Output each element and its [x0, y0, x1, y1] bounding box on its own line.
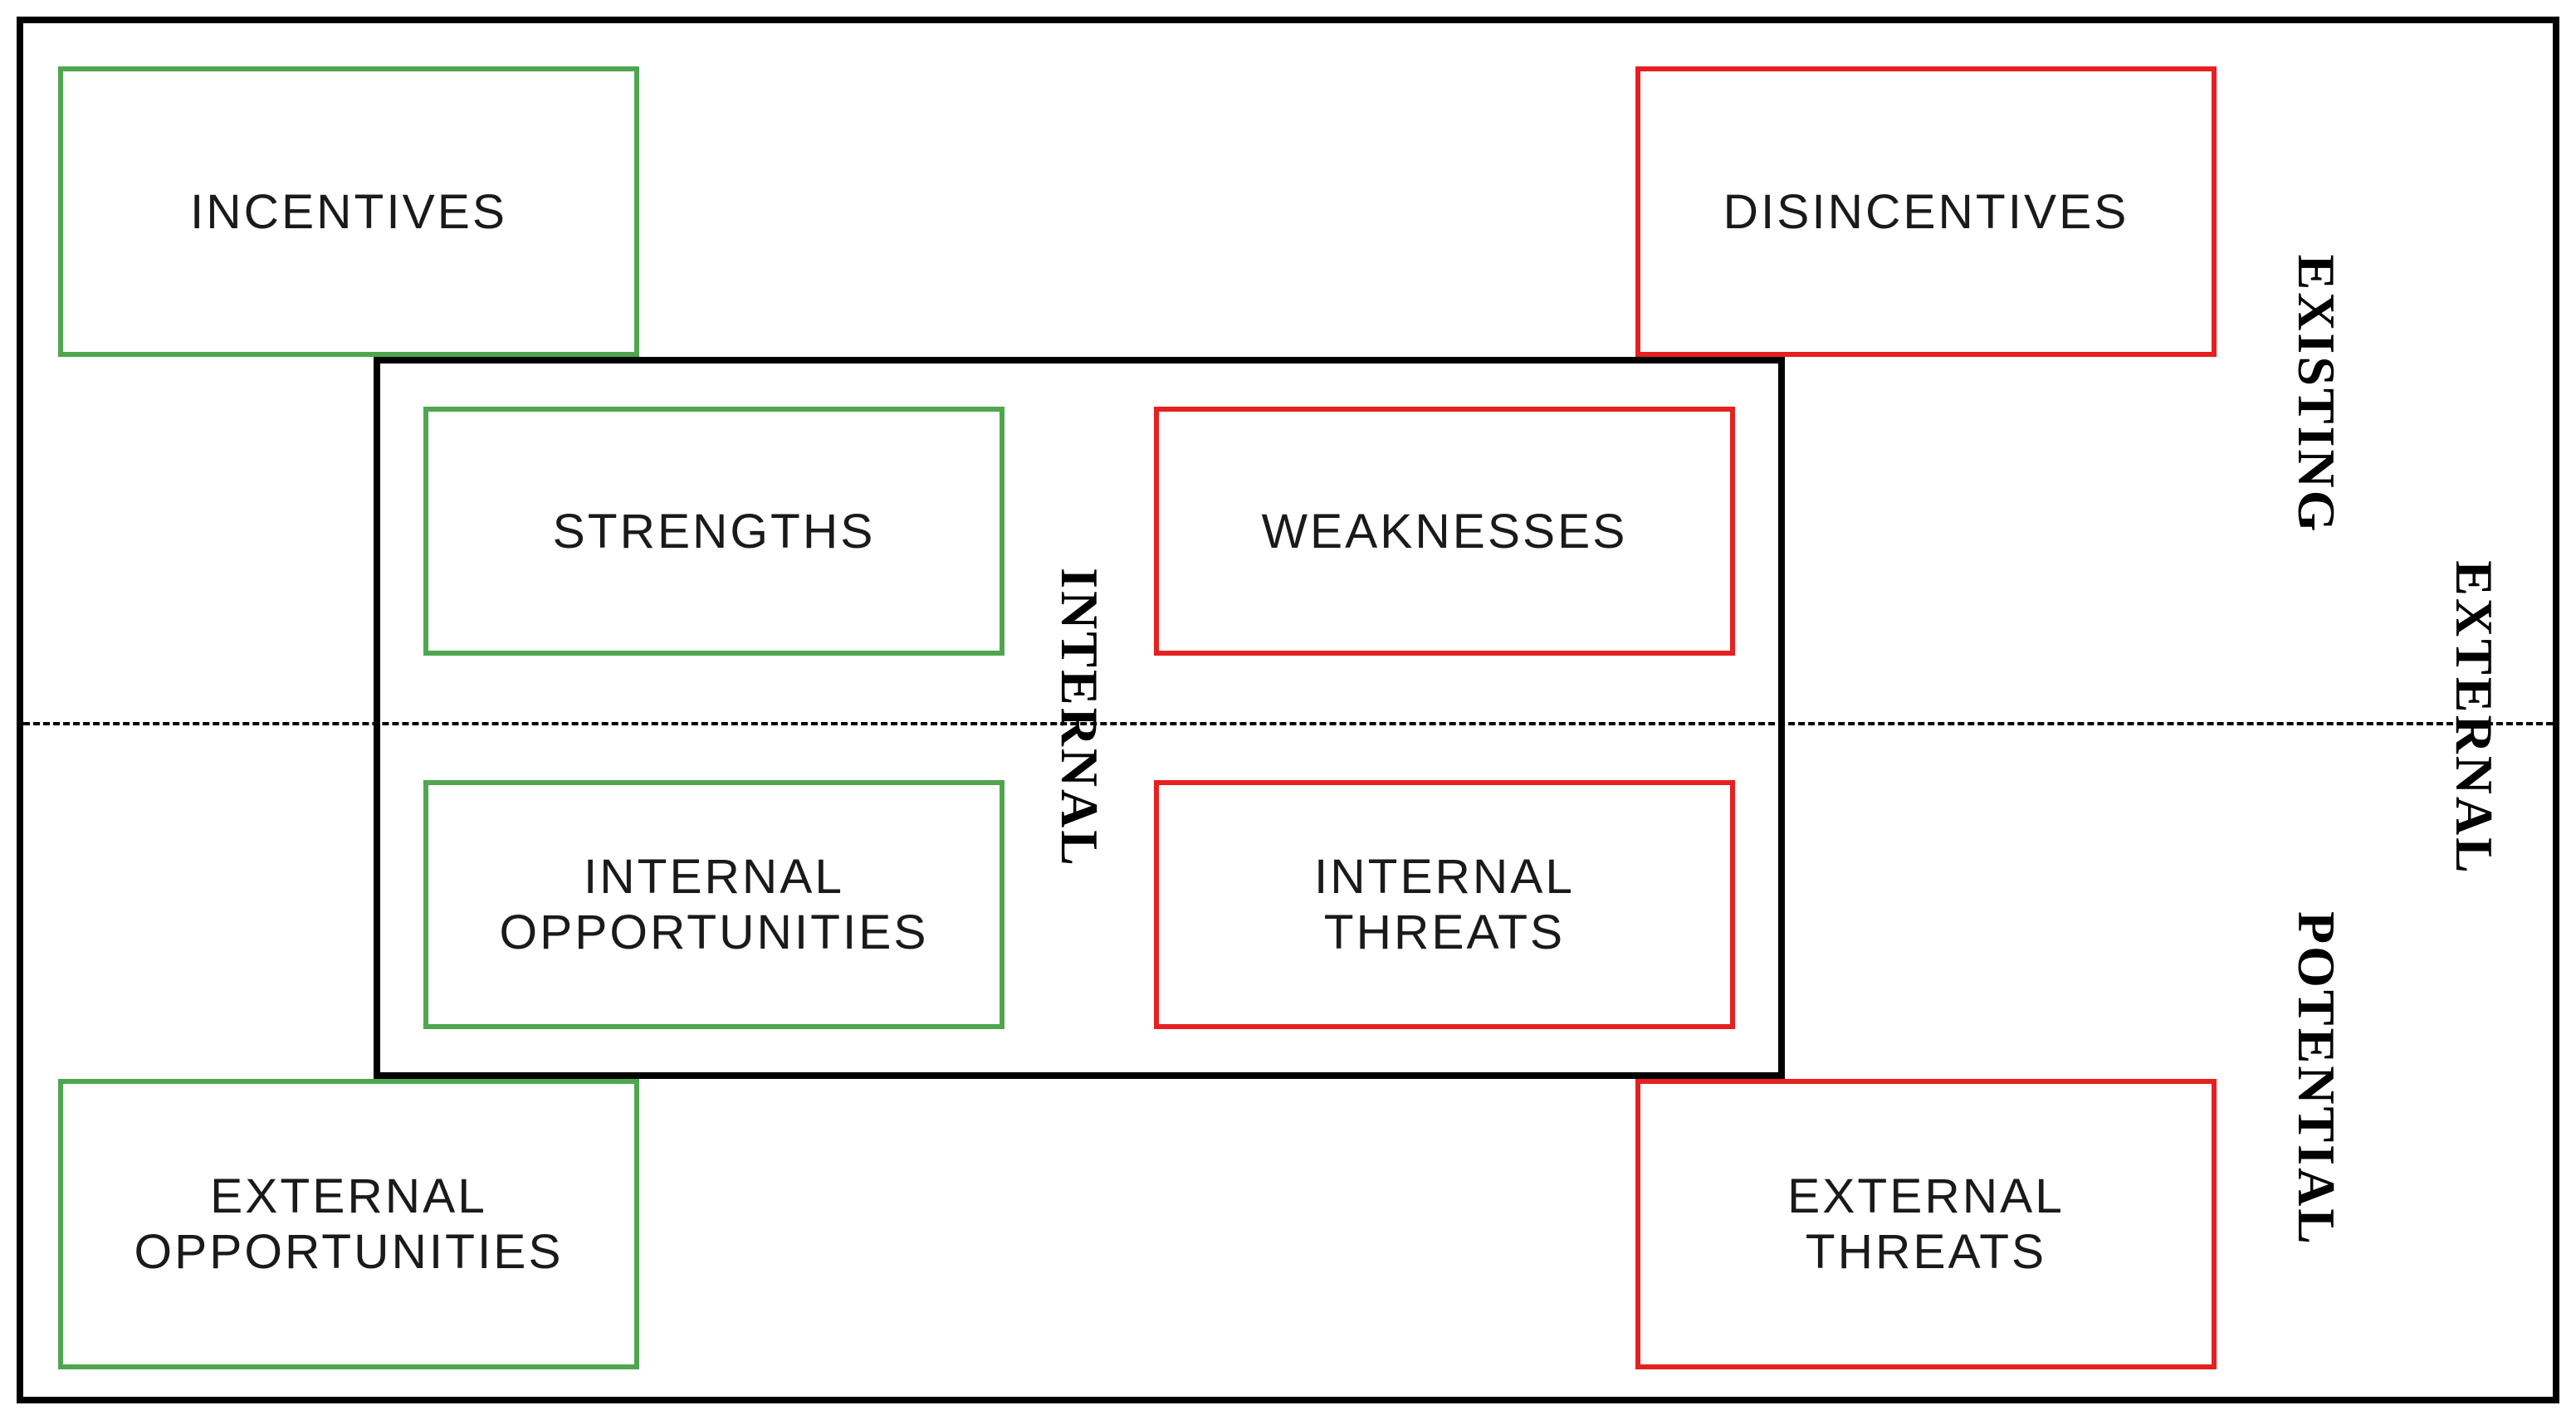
label-incentives: INCENTIVES	[190, 184, 507, 240]
label-weaknesses: WEAKNESSES	[1262, 504, 1628, 559]
axis-label-internal: INTERNAL	[1048, 568, 1110, 868]
diagram-stage: INCENTIVES DISINCENTIVES STRENGTHS WEAKN…	[0, 0, 2576, 1420]
label-external-threats: EXTERNAL THREATS	[1787, 1169, 2065, 1280]
box-disincentives: DISINCENTIVES	[1635, 66, 2217, 357]
box-internal-threats: INTERNAL THREATS	[1154, 780, 1735, 1029]
axis-label-existing: EXISTING	[2285, 255, 2347, 534]
label-internal-opportunities: INTERNAL OPPORTUNITIES	[499, 849, 928, 960]
box-external-opportunities: EXTERNAL OPPORTUNITIES	[58, 1079, 639, 1369]
axis-label-potential: POTENTIAL	[2285, 911, 2347, 1247]
box-internal-opportunities: INTERNAL OPPORTUNITIES	[423, 780, 1004, 1029]
axis-label-external: EXTERNAL	[2443, 560, 2505, 876]
box-weaknesses: WEAKNESSES	[1154, 407, 1735, 656]
box-external-threats: EXTERNAL THREATS	[1635, 1079, 2217, 1369]
dashed-divider	[23, 722, 2553, 725]
label-disincentives: DISINCENTIVES	[1723, 184, 2129, 240]
box-incentives: INCENTIVES	[58, 66, 639, 357]
box-strengths: STRENGTHS	[423, 407, 1004, 656]
label-external-opportunities: EXTERNAL OPPORTUNITIES	[134, 1169, 563, 1280]
label-internal-threats: INTERNAL THREATS	[1314, 849, 1575, 960]
label-strengths: STRENGTHS	[553, 504, 876, 559]
